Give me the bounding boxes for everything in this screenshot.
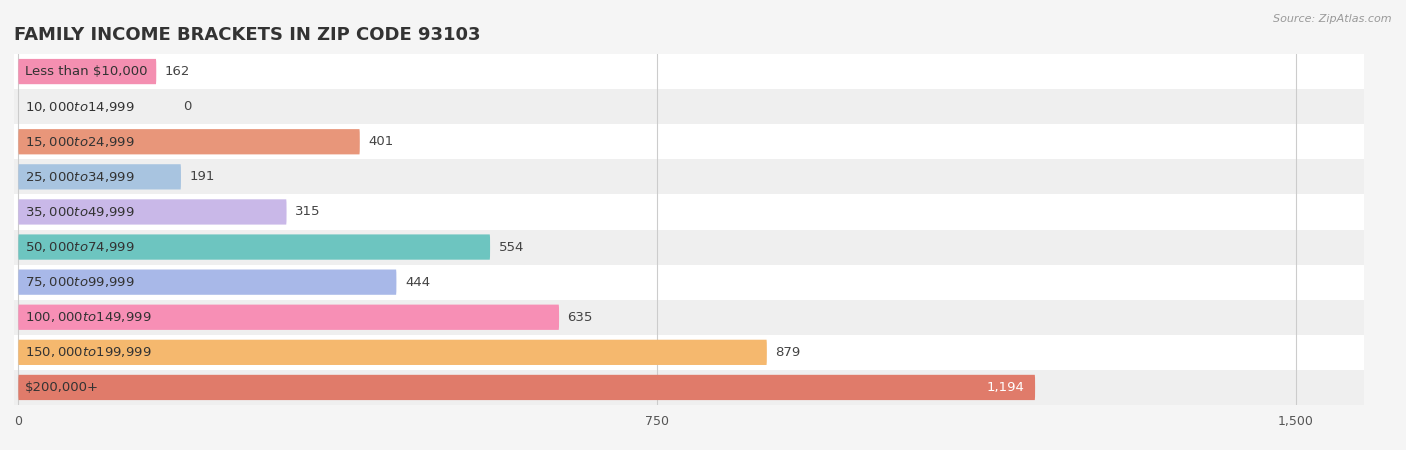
Text: 444: 444 [405, 276, 430, 288]
Bar [14, 54, 1364, 89]
Bar [14, 89, 1364, 124]
Text: $200,000+: $200,000+ [25, 381, 100, 394]
Bar [14, 300, 1364, 335]
Bar [14, 335, 1364, 370]
Text: 401: 401 [368, 135, 394, 148]
Text: 191: 191 [190, 171, 215, 183]
Text: $100,000 to $149,999: $100,000 to $149,999 [25, 310, 152, 324]
Bar [14, 159, 1364, 194]
Text: Less than $10,000: Less than $10,000 [25, 65, 148, 78]
Text: $25,000 to $34,999: $25,000 to $34,999 [25, 170, 135, 184]
FancyBboxPatch shape [18, 129, 360, 154]
Text: $35,000 to $49,999: $35,000 to $49,999 [25, 205, 135, 219]
FancyBboxPatch shape [18, 375, 1035, 400]
FancyBboxPatch shape [18, 199, 287, 225]
Text: 162: 162 [165, 65, 190, 78]
Text: 554: 554 [499, 241, 524, 253]
Bar [14, 194, 1364, 230]
Text: $75,000 to $99,999: $75,000 to $99,999 [25, 275, 135, 289]
Text: 635: 635 [568, 311, 593, 324]
Text: 1,194: 1,194 [987, 381, 1025, 394]
FancyBboxPatch shape [18, 340, 766, 365]
Bar [14, 230, 1364, 265]
FancyBboxPatch shape [18, 270, 396, 295]
FancyBboxPatch shape [18, 59, 156, 84]
Text: 315: 315 [295, 206, 321, 218]
Text: $150,000 to $199,999: $150,000 to $199,999 [25, 345, 152, 360]
FancyBboxPatch shape [18, 164, 181, 189]
Text: FAMILY INCOME BRACKETS IN ZIP CODE 93103: FAMILY INCOME BRACKETS IN ZIP CODE 93103 [14, 26, 481, 44]
Text: 879: 879 [775, 346, 800, 359]
Bar [14, 124, 1364, 159]
Bar [14, 370, 1364, 405]
Text: $50,000 to $74,999: $50,000 to $74,999 [25, 240, 135, 254]
Text: $10,000 to $14,999: $10,000 to $14,999 [25, 99, 135, 114]
Text: $15,000 to $24,999: $15,000 to $24,999 [25, 135, 135, 149]
Bar [14, 265, 1364, 300]
FancyBboxPatch shape [18, 234, 491, 260]
Text: 0: 0 [183, 100, 191, 113]
FancyBboxPatch shape [18, 305, 560, 330]
Text: Source: ZipAtlas.com: Source: ZipAtlas.com [1274, 14, 1392, 23]
